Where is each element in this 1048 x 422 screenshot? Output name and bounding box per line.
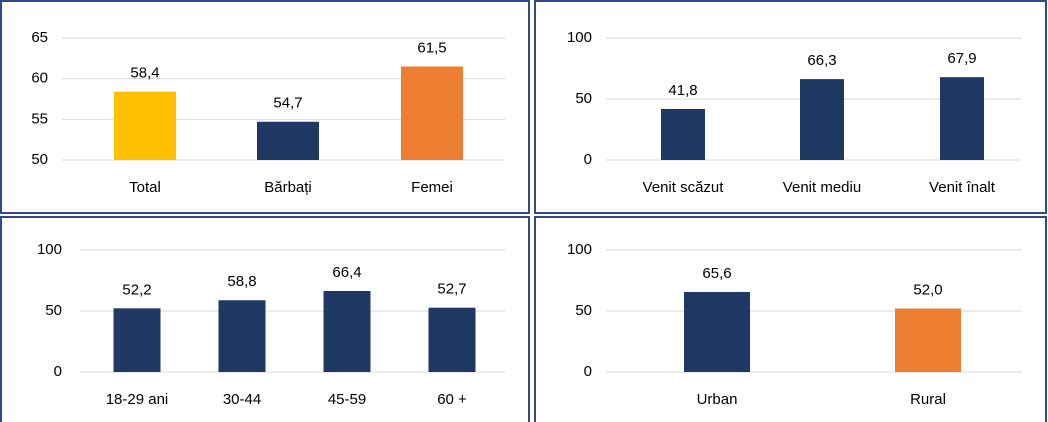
value-label: 58,8 bbox=[227, 273, 256, 290]
bar bbox=[323, 290, 371, 372]
y-tick-label: 50 bbox=[45, 302, 62, 319]
bar bbox=[895, 308, 961, 372]
bar bbox=[684, 291, 750, 372]
panel bbox=[0, 216, 530, 422]
x-tick-label: Venit înalt bbox=[929, 179, 996, 196]
bar bbox=[661, 109, 705, 160]
y-tick-label: 65 bbox=[31, 29, 48, 46]
bar bbox=[401, 66, 463, 160]
bar bbox=[113, 308, 161, 372]
value-label: 66,4 bbox=[332, 264, 361, 281]
value-label: 52,7 bbox=[437, 281, 466, 298]
y-tick-label: 100 bbox=[567, 29, 592, 46]
panel bbox=[534, 0, 1047, 214]
x-tick-label: Femei bbox=[411, 179, 453, 196]
y-tick-label: 55 bbox=[31, 110, 48, 127]
x-tick-label: 18-29 ani bbox=[106, 391, 169, 408]
y-tick-label: 0 bbox=[584, 151, 592, 168]
x-tick-label: Rural bbox=[910, 391, 946, 408]
x-tick-label: Total bbox=[129, 179, 161, 196]
y-tick-label: 50 bbox=[575, 302, 592, 319]
value-label: 54,7 bbox=[273, 95, 302, 112]
value-label: 52,0 bbox=[913, 282, 942, 299]
x-tick-label: 60 + bbox=[437, 391, 467, 408]
x-tick-label: Bărbați bbox=[264, 179, 312, 196]
x-tick-label: Urban bbox=[697, 391, 738, 408]
panel bbox=[0, 0, 530, 214]
x-tick-label: Venit scăzut bbox=[643, 179, 725, 196]
bar bbox=[114, 91, 176, 160]
bar bbox=[428, 307, 476, 372]
value-label: 52,2 bbox=[122, 281, 151, 298]
x-tick-label: 45-59 bbox=[328, 391, 366, 408]
bar bbox=[257, 121, 319, 160]
x-tick-label: Venit mediu bbox=[783, 179, 861, 196]
y-tick-label: 0 bbox=[54, 363, 62, 380]
y-tick-label: 50 bbox=[575, 90, 592, 107]
value-label: 65,6 bbox=[702, 265, 731, 282]
bar bbox=[940, 77, 984, 160]
bar bbox=[218, 300, 266, 372]
y-tick-label: 0 bbox=[584, 363, 592, 380]
y-tick-label: 50 bbox=[31, 151, 48, 168]
panel bbox=[534, 216, 1047, 422]
value-label: 66,3 bbox=[807, 52, 836, 69]
value-label: 58,4 bbox=[130, 65, 159, 82]
y-tick-label: 100 bbox=[567, 241, 592, 258]
x-tick-label: 30-44 bbox=[223, 391, 261, 408]
y-tick-label: 100 bbox=[37, 241, 62, 258]
bar bbox=[800, 79, 844, 160]
value-label: 41,8 bbox=[668, 82, 697, 99]
y-tick-label: 60 bbox=[31, 70, 48, 87]
value-label: 67,9 bbox=[947, 50, 976, 67]
value-label: 61,5 bbox=[417, 39, 446, 56]
